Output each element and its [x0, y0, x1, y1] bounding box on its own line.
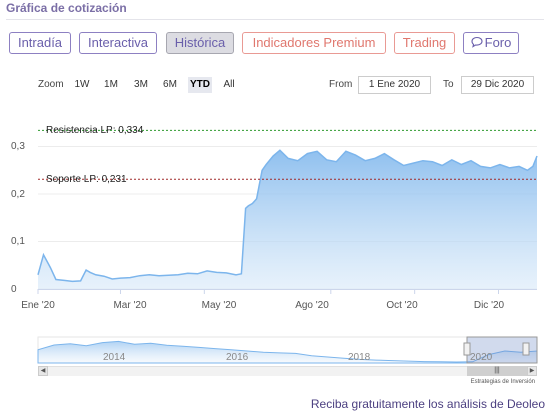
tab-label: Foro [484, 35, 512, 50]
zoom-all-button[interactable]: All [223, 79, 235, 90]
to-label: To [443, 79, 454, 90]
tab-foro[interactable]: Foro [463, 32, 519, 54]
x-tick-label: Ago '20 [295, 300, 329, 311]
from-date-input[interactable]: 1 Ene 2020 [358, 76, 431, 94]
newsletter-cta-link[interactable]: Reciba gratuitamente los análisis de Deo… [310, 397, 545, 411]
navigator-year-label: 2020 [470, 352, 493, 363]
resistance-label: Resistencia LP: 0,334 [46, 125, 144, 136]
tab-label: Indicadores Premium [252, 35, 376, 50]
tab-trading[interactable]: Trading [394, 32, 455, 54]
y-tick-label: 0,1 [11, 236, 25, 247]
zoom-3m-button[interactable]: 3M [134, 79, 148, 90]
tab-label: Trading [402, 35, 447, 50]
scrollbar-thumb[interactable]: ||| [467, 366, 527, 376]
navigator-year-label: 2014 [103, 352, 126, 363]
scroll-left-arrow-icon[interactable]: ◀ [38, 366, 48, 376]
x-tick-label: Ene '20 [21, 300, 55, 311]
tab-indicadores-premium[interactable]: Indicadores Premium [242, 32, 386, 54]
tab-label: Interactiva [88, 35, 148, 50]
navigator-area [37, 340, 538, 364]
zoom-1w-button[interactable]: 1W [74, 79, 90, 90]
navigator-year-label: 2018 [348, 352, 371, 363]
tab-label: Intradía [17, 35, 63, 50]
scrollbar-track[interactable] [48, 366, 527, 376]
y-tick-label: 0,3 [11, 141, 25, 152]
support-label: Soporte LP: 0,231 [46, 174, 127, 185]
price-area [38, 150, 537, 289]
tab-label: Histórica [174, 35, 226, 50]
title-divider [6, 19, 544, 20]
from-label: From [329, 79, 353, 90]
x-tick-label: Oct '20 [386, 300, 418, 311]
navigator-left-handle [463, 342, 471, 356]
scroll-right-arrow-icon[interactable]: ▶ [527, 366, 537, 376]
chat-bubble-icon [471, 34, 483, 54]
y-tick-label: 0,2 [11, 189, 25, 200]
zoom-1m-button[interactable]: 1M [104, 79, 118, 90]
price-line [37, 149, 538, 283]
zoom-ytd-button[interactable]: YTD [188, 77, 212, 93]
navigator-year-label: 2016 [226, 352, 249, 363]
x-tick-label: Mar '20 [113, 300, 147, 311]
chart-section-title: Gráfica de cotización [6, 1, 127, 15]
y-tick-label: 0 [11, 284, 17, 295]
tab-interactiva[interactable]: Interactiva [79, 32, 157, 54]
tab-historica[interactable]: Histórica [166, 32, 234, 54]
to-date-input[interactable]: 29 Dic 2020 [461, 76, 534, 94]
zoom-6m-button[interactable]: 6M [163, 79, 177, 90]
x-tick-label: May '20 [201, 300, 237, 311]
zoom-label: Zoom [38, 79, 64, 90]
x-tick-label: Dic '20 [473, 300, 505, 311]
navigator-right-handle [522, 342, 530, 356]
tab-intradia[interactable]: Intradía [9, 32, 71, 54]
chart-credit: Estrategias de Inversión [470, 379, 535, 385]
